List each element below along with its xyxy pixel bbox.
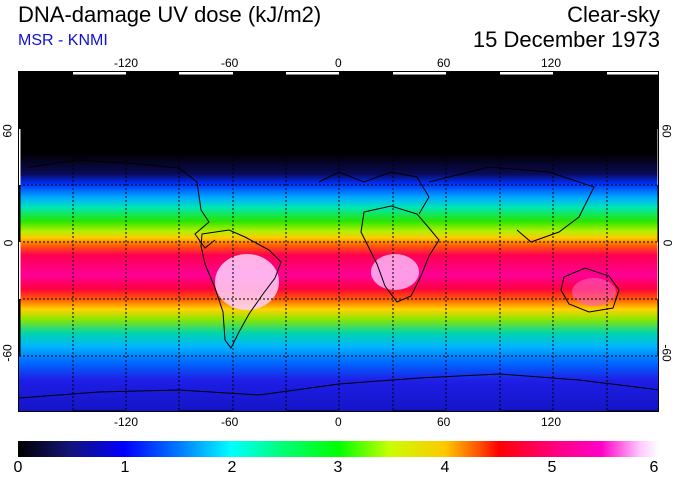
lat-label-left-0: 0 bbox=[1, 239, 16, 247]
africa-coast bbox=[360, 205, 440, 303]
north-america-coast bbox=[28, 159, 216, 249]
lon-label-bottom-60: 60 bbox=[437, 415, 451, 429]
colorbar-label-5: 5 bbox=[547, 459, 557, 476]
colorbar-label-2: 2 bbox=[227, 459, 237, 476]
australia-hotspot bbox=[572, 278, 616, 306]
colorbar-label-4: 4 bbox=[440, 459, 450, 476]
lon-label-bottom-120: 120 bbox=[541, 415, 562, 429]
lon-label-top-minus60: -60 bbox=[221, 56, 239, 70]
map-overlay bbox=[19, 72, 658, 411]
lat-label-left-60: 60 bbox=[0, 124, 15, 138]
frame-ticks bbox=[19, 72, 658, 299]
australia-coast bbox=[560, 267, 620, 313]
africa-hotspot bbox=[371, 254, 419, 290]
uv-dose-map bbox=[18, 71, 659, 412]
lon-label-bottom-minus120: -120 bbox=[114, 415, 139, 429]
south-america-coast bbox=[200, 229, 282, 349]
sky-condition-label: Clear-sky bbox=[567, 2, 660, 27]
lat-label-right-60: 60 bbox=[659, 124, 674, 138]
coastlines bbox=[19, 159, 658, 399]
asia-coast bbox=[428, 166, 595, 243]
europe-coast bbox=[318, 171, 430, 215]
lon-label-top-minus120: -120 bbox=[114, 56, 139, 70]
lat-label-right-minus60: -60 bbox=[659, 344, 674, 362]
colorbar-label-1: 1 bbox=[120, 459, 130, 476]
lon-label-top-120: 120 bbox=[541, 56, 562, 70]
lon-label-top-60: 60 bbox=[437, 56, 451, 70]
lon-label-bottom-minus60: -60 bbox=[221, 415, 239, 429]
graticule bbox=[19, 72, 658, 411]
colorbar bbox=[18, 441, 659, 457]
colorbar-label-0: 0 bbox=[13, 459, 23, 476]
source-label: MSR - KNMI bbox=[18, 32, 108, 49]
south-america-hotspot bbox=[215, 254, 279, 310]
lon-label-top-0: 0 bbox=[335, 56, 342, 70]
lat-label-left-minus60: -60 bbox=[0, 344, 15, 362]
colorbar-label-3: 3 bbox=[333, 459, 343, 476]
lon-label-bottom-0: 0 bbox=[335, 415, 342, 429]
colorbar-label-6: 6 bbox=[649, 459, 659, 476]
lat-label-right-0: 0 bbox=[660, 239, 675, 247]
chart-title: DNA-damage UV dose (kJ/m2) bbox=[18, 2, 322, 27]
date-label: 15 December 1973 bbox=[472, 27, 660, 52]
